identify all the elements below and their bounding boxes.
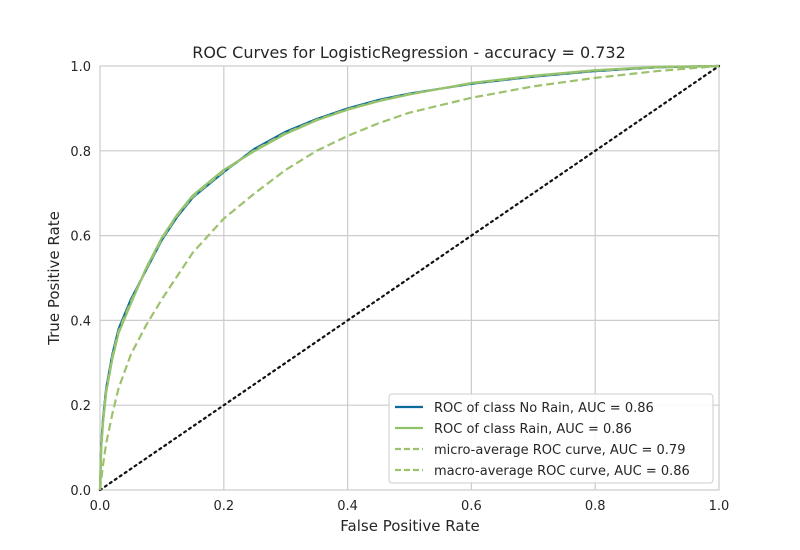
x-tick-label: 1.0 [709,499,730,514]
legend-label: ROC of class No Rain, AUC = 0.86 [434,401,654,416]
x-tick-label: 0.0 [90,499,111,514]
y-axis-title: True Positive Rate [45,211,63,346]
y-tick-label: 0.4 [70,314,91,329]
chance-diagonal-line [98,64,721,492]
legend: ROC of class No Rain, AUC = 0.86 ROC of c… [388,393,714,484]
y-tick-label: 1.0 [70,60,91,75]
x-tick-label: 0.4 [337,499,358,514]
x-tick-label: 0.8 [585,499,606,514]
legend-label: ROC of class Rain, AUC = 0.86 [434,422,632,437]
x-tick-labels: 0.0 0.2 0.4 0.6 0.8 1.0 [90,499,730,514]
y-tick-label: 0.8 [70,145,91,160]
x-tick-label: 0.6 [461,499,482,514]
y-tick-label: 0.2 [70,399,91,414]
legend-label: macro-average ROC curve, AUC = 0.86 [434,464,690,479]
x-axis-title: False Positive Rate [340,517,479,535]
plot-frame [99,65,720,491]
chart-title: ROC Curves for LogisticRegression - accu… [192,43,626,62]
y-tick-label: 0.6 [70,230,91,245]
y-tick-labels: 0.0 0.2 0.4 0.6 0.8 1.0 [70,60,91,499]
x-tick-label: 0.2 [213,499,234,514]
legend-entries: ROC of class No Rain, AUC = 0.86 ROC of c… [395,401,690,479]
y-tick-label: 0.0 [70,484,91,499]
roc-series-line-2 [98,64,720,491]
roc-series-line-3 [98,64,720,491]
series-layer [98,64,721,492]
legend-label: micro-average ROC curve, AUC = 0.79 [434,443,685,458]
legend-box [388,393,714,484]
